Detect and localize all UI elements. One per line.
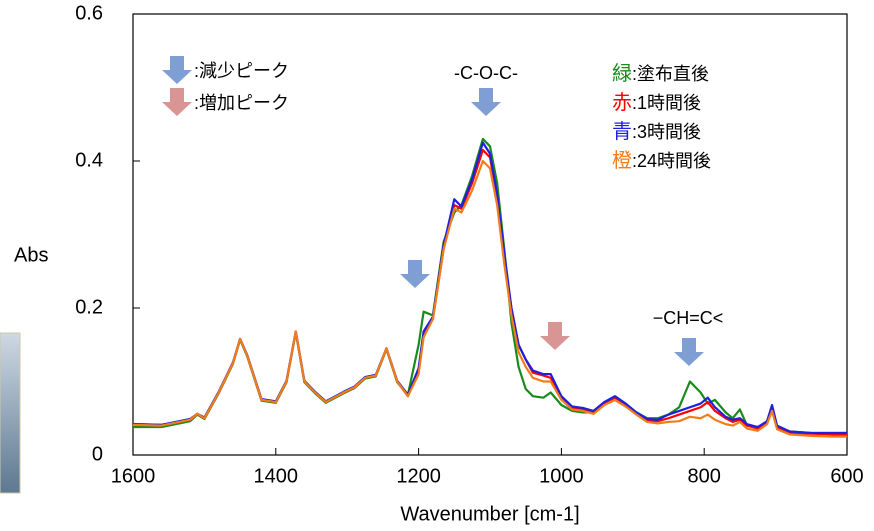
arrow-820 (674, 338, 704, 366)
legend-label: :塗布直後 (632, 63, 709, 84)
legend-entry: 赤:1時間後 (612, 91, 701, 114)
x-tick-label: 1600 (111, 465, 156, 487)
y-tick-label: 0.4 (75, 149, 103, 171)
arrow-legend-decrease (162, 56, 192, 84)
legend-key: 橙 (612, 149, 632, 172)
arrow-legend-increase (162, 88, 192, 116)
chart: Abs Wavenumber [cm-1] :減少ピーク :増加ピーク -C-O… (0, 0, 874, 531)
legend-entry: 青:3時間後 (612, 120, 701, 143)
y-tick-label: 0.6 (75, 2, 103, 24)
x-tick-label: 1400 (254, 465, 299, 487)
legend-key: 緑 (612, 62, 632, 85)
series-line (133, 150, 847, 434)
x-tick-label: 600 (830, 465, 863, 487)
y-axis-label: Abs (14, 244, 48, 266)
series-line (133, 139, 847, 433)
y-tick-label: 0.2 (75, 296, 103, 318)
legend-entry: 緑:塗布直後 (612, 62, 709, 85)
series-line (133, 161, 847, 437)
x-tick-label: 1000 (539, 465, 584, 487)
annotation: :減少ピーク (194, 61, 289, 81)
legend-key: 赤 (612, 91, 632, 114)
x-tick-label: 800 (688, 465, 721, 487)
legend-entry: 橙:24時間後 (612, 149, 711, 172)
legend-label: :1時間後 (632, 93, 701, 113)
annotation: -C-O-C- (454, 63, 518, 83)
legend-key: 青 (612, 120, 632, 143)
legend-label: :3時間後 (632, 122, 701, 142)
series-line (133, 143, 847, 433)
arrow-coc (471, 88, 501, 116)
legend-label: :24時間後 (632, 151, 711, 171)
x-tick-label: 1200 (396, 465, 441, 487)
annotation: :増加ピーク (194, 93, 289, 113)
annotation: −CH=C< (653, 308, 724, 328)
y-tick-label: 0 (92, 443, 103, 465)
arrow-1010 (540, 322, 570, 350)
arrow-1210 (400, 260, 430, 288)
side-image (0, 333, 20, 493)
x-axis-label: Wavenumber [cm-1] (400, 503, 579, 525)
